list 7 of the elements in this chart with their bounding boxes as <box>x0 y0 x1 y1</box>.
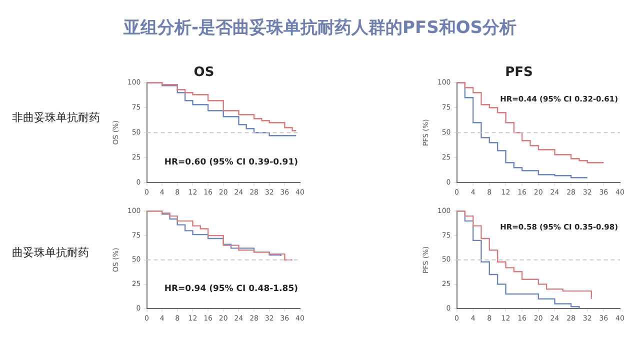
text: 亚组分析-是否曲妥珠单抗耐药人群的PFS和OS分析 <box>122 17 518 39</box>
chart-title: PFS <box>505 65 533 80</box>
chart-title: OS <box>194 65 214 80</box>
annotation: HR=0.60 (95% CI 0.39-0.91) <box>164 158 298 168</box>
text: 曲妥珠单抗耐药 <box>12 245 90 260</box>
text: 非曲妥珠单抗耐药 <box>12 110 101 125</box>
annotation: HR=0.94 (95% CI 0.48-1.85) <box>164 284 298 294</box>
